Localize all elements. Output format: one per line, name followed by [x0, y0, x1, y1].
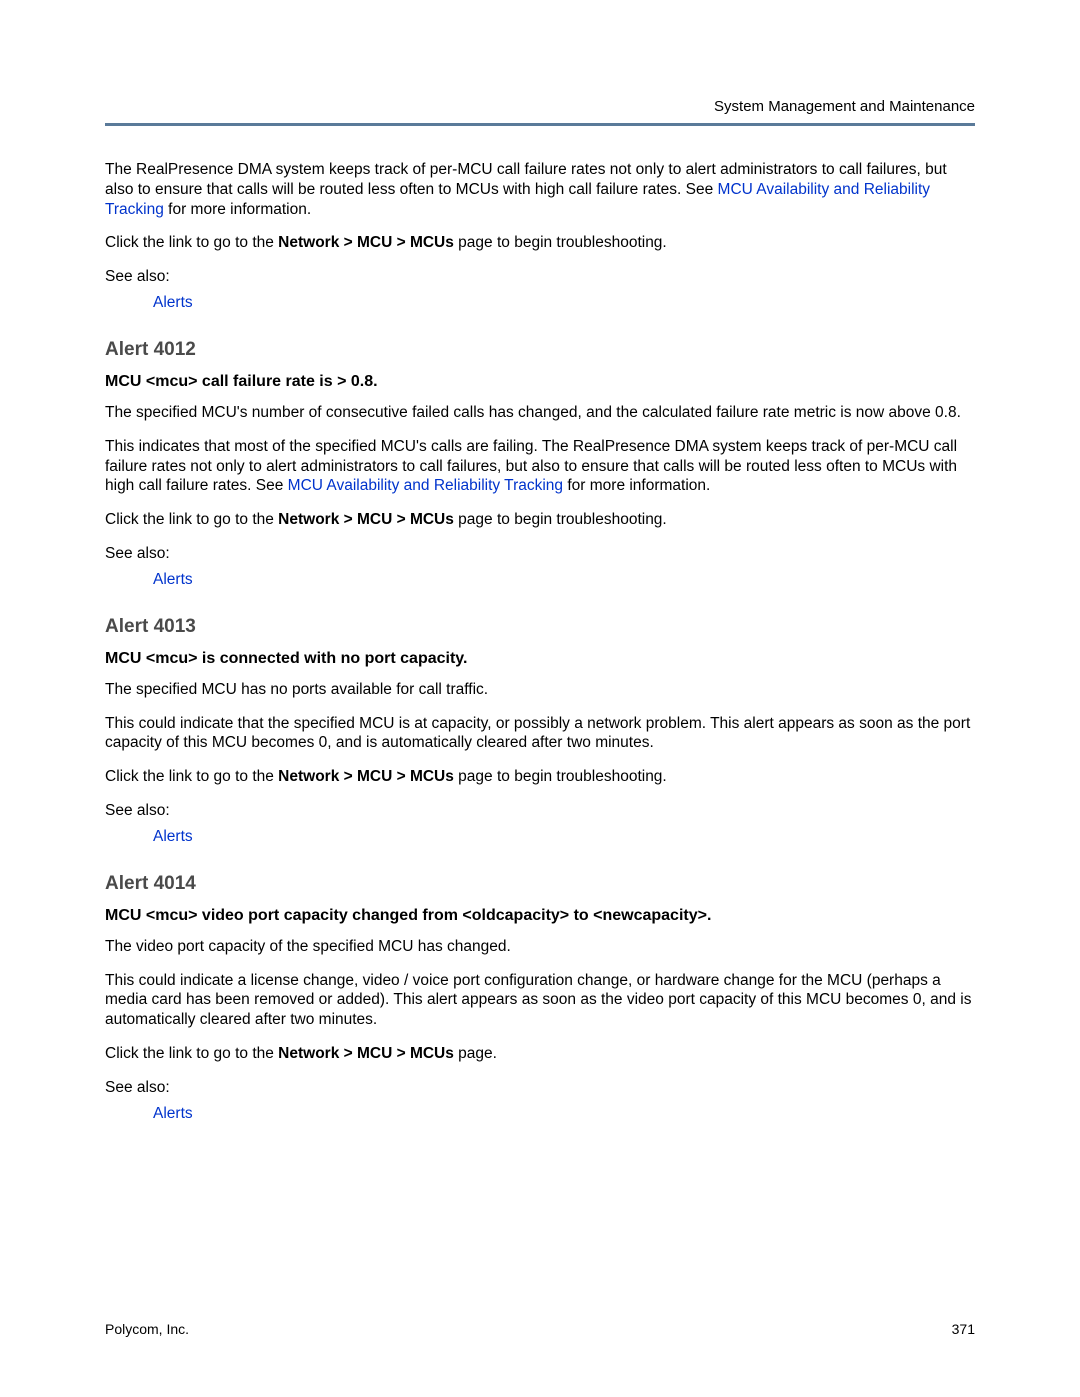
alert-4012-p2: This indicates that most of the specifie… [105, 437, 975, 496]
alert-4014-subheading: MCU <mcu> video port capacity changed fr… [105, 907, 975, 925]
network-mcu-path: Network > MCU > MCUs [278, 511, 454, 528]
alert-4014-p2: This could indicate a license change, vi… [105, 971, 975, 1030]
click-post: page to begin troubleshooting. [454, 234, 667, 251]
click-pre: Click the link to go to the [105, 234, 278, 251]
network-mcu-path: Network > MCU > MCUs [278, 768, 454, 785]
alert-4012-p2-post: for more information. [563, 477, 710, 494]
footer-page-number: 371 [952, 1321, 975, 1337]
click-post: page. [454, 1045, 497, 1062]
page-footer: Polycom, Inc. 371 [105, 1321, 975, 1337]
click-pre: Click the link to go to the [105, 511, 278, 528]
alert-4013-subheading: MCU <mcu> is connected with no port capa… [105, 650, 975, 668]
click-pre: Click the link to go to the [105, 1045, 278, 1062]
alert-4012-heading: Alert 4012 [105, 339, 975, 361]
network-mcu-path: Network > MCU > MCUs [278, 234, 454, 251]
footer-company: Polycom, Inc. [105, 1321, 189, 1337]
see-also-label: See also: [105, 267, 975, 287]
network-mcu-path: Network > MCU > MCUs [278, 1045, 454, 1062]
alert-4013-p2: This could indicate that the specified M… [105, 714, 975, 754]
click-post: page to begin troubleshooting. [454, 511, 667, 528]
see-also-link-row: Alerts [153, 827, 975, 847]
alert-4012-click-line: Click the link to go to the Network > MC… [105, 510, 975, 530]
see-also-label: See also: [105, 801, 975, 821]
see-also-link-row: Alerts [153, 1104, 975, 1124]
intro-text-post: for more information. [164, 201, 311, 218]
mcu-availability-link[interactable]: MCU Availability and Reliability Trackin… [288, 477, 563, 494]
alerts-link[interactable]: Alerts [153, 571, 193, 588]
click-pre: Click the link to go to the [105, 768, 278, 785]
click-post: page to begin troubleshooting. [454, 768, 667, 785]
alert-4013-p1: The specified MCU has no ports available… [105, 680, 975, 700]
see-also-label: See also: [105, 1078, 975, 1098]
alerts-link[interactable]: Alerts [153, 1105, 193, 1122]
intro-click-line: Click the link to go to the Network > MC… [105, 233, 975, 253]
see-also-link-row: Alerts [153, 293, 975, 313]
alert-4012-p1: The specified MCU's number of consecutiv… [105, 403, 975, 423]
alert-4013-click-line: Click the link to go to the Network > MC… [105, 767, 975, 787]
alerts-link[interactable]: Alerts [153, 828, 193, 845]
alert-4013-heading: Alert 4013 [105, 616, 975, 638]
page: System Management and Maintenance The Re… [0, 0, 1080, 1397]
see-also-link-row: Alerts [153, 570, 975, 590]
header-section-title: System Management and Maintenance [105, 98, 975, 115]
alert-4014-heading: Alert 4014 [105, 873, 975, 895]
see-also-label: See also: [105, 544, 975, 564]
alert-4012-subheading: MCU <mcu> call failure rate is > 0.8. [105, 373, 975, 391]
alert-4014-p1: The video port capacity of the specified… [105, 937, 975, 957]
alerts-link[interactable]: Alerts [153, 294, 193, 311]
alert-4014-click-line: Click the link to go to the Network > MC… [105, 1044, 975, 1064]
header-rule [105, 123, 975, 126]
intro-paragraph: The RealPresence DMA system keeps track … [105, 160, 975, 219]
